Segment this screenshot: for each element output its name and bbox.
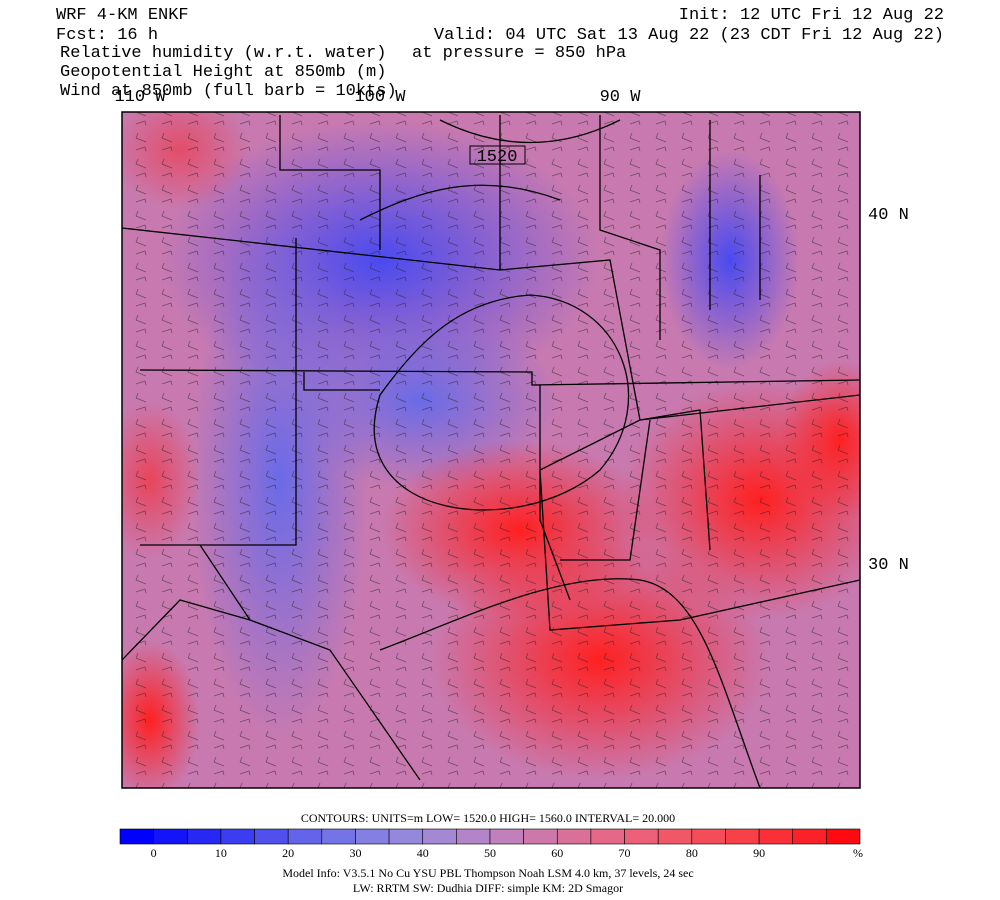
colorbar-box <box>186 828 222 845</box>
colorbar-box <box>119 828 154 845</box>
colorbar-tick-label: 10 <box>215 846 227 860</box>
pressure-level: at pressure = 850 hPa <box>412 44 626 63</box>
colorbar-box <box>523 828 558 845</box>
colorbar: 0 10 20 30 40 50 60 70 80 90% <box>119 828 863 860</box>
colorbar-tick-label: 70 <box>619 846 631 860</box>
lon-label: 100 W <box>354 88 406 107</box>
colorbar-box <box>792 828 827 845</box>
colorbar-tick-label: 50 <box>484 846 496 860</box>
lat-label: 30 N <box>868 556 909 575</box>
colorbar-tick-label: 20 <box>282 846 294 860</box>
colorbar-tick-label: 90 <box>753 846 765 860</box>
model-info: Model Info: V3.5.1 No Cu YSU PBL Thompso… <box>282 866 693 880</box>
contours-info: CONTOURS: UNITS=m LOW= 1520.0 HIGH= 1560… <box>301 811 675 825</box>
colorbar-box <box>220 828 255 845</box>
colorbar-box <box>456 828 491 845</box>
colorbar-box <box>489 828 524 845</box>
colorbar-box <box>254 828 289 845</box>
colorbar-box <box>422 828 457 845</box>
field-name: Geopotential Height at 850mb (m) <box>60 63 386 82</box>
lon-label: 90 W <box>600 88 642 107</box>
colorbar-box <box>725 828 760 845</box>
contour-label: 1520 <box>477 148 518 167</box>
map-frame <box>121 111 861 789</box>
forecast-hour: Fcst: 16 h <box>56 26 158 45</box>
colorbar-box <box>758 828 794 845</box>
lat-label: 40 N <box>868 206 909 225</box>
colorbar-box <box>624 828 659 845</box>
lon-label: 110 W <box>114 88 166 107</box>
colorbar-tick-label: 60 <box>551 846 563 860</box>
colorbar-tick-label: 80 <box>686 846 698 860</box>
init-time: Init: 12 UTC Fri 12 Aug 22 <box>679 6 944 25</box>
colorbar-box <box>153 828 188 845</box>
field-name: Relative humidity (w.r.t. water) <box>60 44 386 63</box>
colorbar-tick-label: 30 <box>349 846 361 860</box>
model-name: WRF 4-KM ENKF <box>56 6 189 25</box>
colorbar-box <box>355 828 390 845</box>
colorbar-box <box>388 828 424 845</box>
colorbar-box <box>556 828 592 845</box>
valid-time: Valid: 04 UTC Sat 13 Aug 22 (23 CDT Fri … <box>434 26 944 45</box>
colorbar-tick-label: 0 <box>151 846 157 860</box>
field-name: Wind at 850mb (full barb = 10kts) <box>60 82 397 101</box>
colorbar-tick-label: 40 <box>417 846 429 860</box>
colorbar-box <box>691 828 726 845</box>
model-info: LW: RRTM SW: Dudhia DIFF: simple KM: 2D … <box>353 881 623 895</box>
colorbar-box <box>657 828 693 845</box>
colorbar-box <box>321 828 356 845</box>
colorbar-box <box>826 828 861 845</box>
colorbar-unit: % <box>853 846 863 860</box>
colorbar-box <box>287 828 323 845</box>
colorbar-box <box>590 828 625 845</box>
map-field: 1520 <box>122 112 860 788</box>
